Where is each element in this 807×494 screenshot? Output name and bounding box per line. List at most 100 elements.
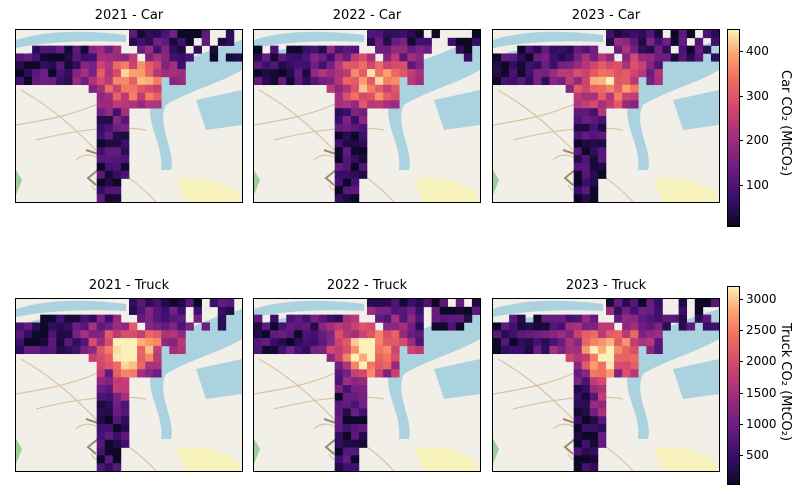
- heat-cell: [262, 61, 271, 70]
- park-area: [16, 439, 22, 464]
- heat-cell: [201, 37, 211, 46]
- heat-cell: [120, 416, 130, 425]
- heat-cell: [96, 131, 106, 140]
- heat-cell: [678, 314, 688, 323]
- heat-cell: [64, 345, 73, 355]
- heat-cell: [302, 53, 311, 62]
- heat-cell: [286, 314, 295, 323]
- heat-cell: [161, 45, 170, 54]
- heat-cell: [318, 53, 327, 62]
- heat-cell: [415, 69, 424, 78]
- heat-cell: [161, 30, 170, 39]
- heat-cell: [525, 53, 534, 62]
- heat-cell: [342, 147, 352, 156]
- heat-cell: [286, 76, 295, 86]
- heat-cell: [342, 322, 352, 331]
- heat-cell: [565, 84, 575, 93]
- heat-cell: [638, 45, 647, 54]
- heat-cell: [423, 45, 432, 54]
- heat-cell: [662, 45, 671, 54]
- heat-cell: [350, 108, 360, 117]
- heat-cell: [278, 345, 287, 355]
- heat-cell: [302, 338, 311, 347]
- heat-cell: [367, 353, 376, 362]
- heat-cell: [56, 345, 65, 355]
- heat-cell: [431, 30, 440, 39]
- heat-cell: [129, 369, 138, 378]
- heat-cell: [358, 361, 368, 370]
- heat-cell: [573, 463, 583, 471]
- heat-cell: [439, 299, 449, 308]
- heat-cell: [342, 330, 352, 339]
- heat-cell: [375, 69, 384, 78]
- heat-cell: [375, 306, 384, 315]
- heat-cell: [145, 53, 154, 62]
- heat-cell: [24, 76, 33, 86]
- heat-cell: [145, 330, 154, 339]
- heat-cell: [614, 361, 623, 370]
- heat-cell: [16, 69, 25, 78]
- heat-cell: [88, 314, 98, 323]
- heat-cell: [177, 314, 186, 323]
- heat-cell: [646, 299, 655, 308]
- heat-cell: [686, 45, 696, 54]
- heat-cell: [342, 108, 352, 117]
- heat-cell: [501, 76, 510, 86]
- heat-cell: [334, 131, 344, 140]
- heat-cell: [112, 400, 122, 409]
- heat-cell: [286, 45, 295, 54]
- heat-cell: [40, 322, 49, 331]
- heat-cell: [342, 408, 352, 417]
- heat-cell: [589, 92, 599, 101]
- heat-cell: [350, 400, 360, 409]
- heat-cell: [177, 53, 186, 62]
- heat-cell: [383, 361, 392, 370]
- heat-cell: [622, 84, 631, 93]
- heat-cell: [622, 369, 631, 378]
- heat-cell: [120, 61, 130, 70]
- heat-cell: [638, 61, 647, 70]
- heat-cell: [342, 53, 352, 62]
- heat-cell: [120, 338, 130, 347]
- heat-cell: [597, 170, 607, 179]
- heat-cell: [589, 408, 599, 417]
- heat-cell: [549, 330, 558, 339]
- heat-cell: [278, 53, 287, 62]
- heat-cell: [391, 361, 400, 370]
- heat-cell: [383, 84, 392, 93]
- heat-cell: [137, 100, 146, 109]
- heat-cell: [334, 170, 344, 179]
- heat-cell: [88, 322, 98, 331]
- road: [512, 396, 624, 410]
- heat-cell: [209, 45, 219, 54]
- heat-cell: [270, 53, 279, 62]
- heat-cell: [358, 53, 368, 62]
- heat-cell: [104, 123, 114, 132]
- heat-cell: [375, 338, 384, 347]
- heat-cell: [557, 45, 566, 54]
- heat-cell: [112, 69, 122, 78]
- heat-cell: [597, 353, 607, 362]
- heat-cell: [112, 361, 122, 370]
- heat-cell: [334, 194, 344, 202]
- heat-cell: [326, 45, 336, 54]
- heat-cell: [310, 314, 319, 323]
- heat-cell: [129, 299, 138, 308]
- heat-cell: [112, 76, 122, 86]
- heat-cell: [581, 84, 591, 93]
- heat-cell: [137, 37, 146, 46]
- heat-cell: [383, 369, 392, 378]
- heat-cell: [302, 330, 311, 339]
- heat-cell: [96, 369, 106, 378]
- heat-cell: [350, 45, 360, 54]
- heat-cell: [318, 330, 327, 339]
- heat-cell: [573, 162, 583, 172]
- colorbar-car-tick-label: 100: [746, 177, 769, 192]
- heat-cell: [137, 76, 146, 86]
- heat-cell: [137, 306, 146, 315]
- heat-cell: [622, 306, 631, 315]
- heat-cell: [597, 155, 607, 164]
- heat-cell: [358, 369, 368, 378]
- heat-cell: [177, 37, 186, 46]
- heat-cell: [573, 416, 583, 425]
